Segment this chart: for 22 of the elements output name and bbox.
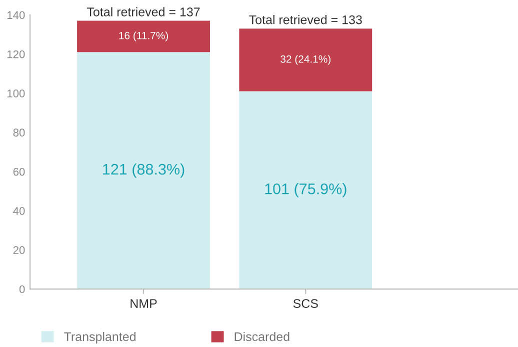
data-label: 32 (24.1%)	[280, 55, 330, 65]
y-tick-label: 80	[13, 128, 25, 137]
legend-label: Transplanted	[64, 332, 136, 344]
data-label: 16 (11.7%)	[119, 32, 168, 42]
y-tick-label: 40	[13, 206, 25, 215]
bar	[239, 91, 372, 290]
data-label: 101 (75.9%)	[265, 183, 346, 198]
bar	[77, 20, 210, 52]
y-tick-label: 0	[19, 285, 25, 294]
data-label: 121 (88.3%)	[103, 163, 184, 178]
x-tick-label: NMP	[130, 299, 157, 308]
total-label: Total retrieved = 133	[249, 15, 362, 24]
legend-label: Discarded	[234, 332, 290, 342]
y-tick-label: 120	[7, 50, 25, 58]
y-tick-label: 20	[13, 246, 25, 254]
y-tick-label: 60	[13, 168, 25, 176]
y-tick-label: 140	[7, 11, 25, 20]
bar	[239, 28, 372, 92]
total-label: Total retrieved = 137	[87, 7, 200, 16]
y-tick-label: 100	[7, 90, 25, 98]
x-tick-label: SCS	[293, 299, 318, 308]
bar	[77, 52, 210, 290]
